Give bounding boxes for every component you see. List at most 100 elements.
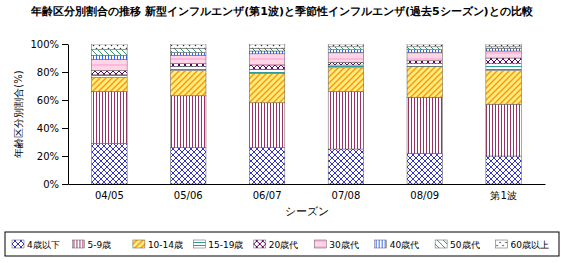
bar-segment [249, 54, 284, 65]
bar-segment [328, 92, 363, 149]
tick-mark [62, 72, 68, 73]
legend-label: 30歳代 [329, 240, 358, 250]
legend-item: 20歳代 [254, 240, 298, 250]
tick-label: 06/07 [253, 190, 282, 201]
bar-segment [328, 62, 363, 65]
bar-segment [170, 148, 205, 184]
legend-item: 5-9歳 [72, 240, 111, 250]
y-axis: 0% 20% 40% 60% 80% 100% [30, 39, 68, 190]
tick-label: 05/06 [174, 190, 203, 201]
bar-segment [407, 52, 442, 60]
bar-segment [486, 48, 521, 51]
bar-segment [249, 51, 284, 54]
bar-segment [407, 47, 442, 50]
axis-line [69, 184, 546, 185]
legend-item: 50歳代 [435, 240, 479, 250]
tick-label: 100% [30, 39, 59, 50]
bar-segment [92, 59, 127, 70]
bar-segment [170, 66, 205, 70]
bar-segment [170, 48, 205, 52]
legend-item: 15-19歳 [193, 240, 243, 250]
series [92, 48, 522, 59]
series [92, 143, 522, 184]
legend-swatch [254, 240, 266, 248]
legend-label: 60歳以上 [511, 240, 549, 250]
legend-swatch [12, 240, 24, 248]
legend-label: 10-14歳 [148, 240, 183, 250]
bar-segment [407, 50, 442, 53]
bar-segment [328, 52, 363, 62]
tick-mark [62, 44, 68, 45]
series [92, 92, 522, 156]
bar-segment [486, 104, 521, 156]
series [92, 44, 522, 50]
legend-swatch [375, 240, 387, 248]
tick-mark [62, 156, 68, 157]
bar-segment [92, 44, 127, 50]
axis-line [68, 45, 69, 185]
tick: 60% [37, 95, 68, 106]
tick-mark [62, 184, 68, 185]
tick: 20% [37, 151, 68, 162]
legend-swatch [496, 240, 508, 248]
bar-segment [92, 143, 127, 184]
y-axis-title: 年齢区分別割合(%) [13, 70, 24, 157]
legend-label: 4歳以下 [27, 240, 60, 250]
tick: 0% [43, 179, 68, 190]
tick-label: 08/09 [410, 190, 439, 201]
legend-item: 40歳代 [375, 240, 419, 250]
title: 年齢区分別割合の推移 新型インフルエンザ(第1波)と季節性インフルエンザ(過去5… [30, 5, 533, 18]
bar-segment [92, 50, 127, 56]
bar-segment [249, 65, 284, 69]
tick-label: 第1波 [490, 190, 516, 201]
chart: 年齢区分別割合の推移 新型インフルエンザ(第1波)と季節性インフルエンザ(過去5… [0, 0, 564, 263]
series [92, 64, 522, 78]
bar-segment [170, 71, 205, 96]
legend-swatch [72, 240, 84, 248]
legend-swatch [314, 240, 326, 248]
tick-label: 80% [37, 67, 59, 78]
bar-segment [407, 153, 442, 184]
bar-segment [249, 44, 284, 48]
bar-segment [92, 71, 127, 75]
bar-segment [328, 149, 363, 184]
tick: 08/09 [410, 184, 439, 201]
bar-segment [249, 73, 284, 102]
bar-segment [249, 69, 284, 73]
bar-segment [249, 48, 284, 51]
tick-label: 40% [37, 123, 59, 134]
tick: 40% [37, 123, 68, 134]
bar-segment [407, 66, 442, 97]
bar-segment [249, 103, 284, 148]
bar-segment [328, 68, 363, 92]
legend-swatch [193, 240, 205, 248]
bar-segment [486, 156, 521, 184]
bar-segment [407, 97, 442, 153]
legend-label: 40歳代 [390, 240, 419, 250]
bar-segment [328, 44, 363, 47]
legend: 4歳以下 5-9歳 10-14歳 15-19歳 20歳代 30歳代 40歳代 50歳代 60歳以… [5, 232, 559, 256]
tick-label: 07/08 [332, 190, 361, 201]
legend-swatch [133, 240, 145, 248]
legend-item: 10-14歳 [133, 240, 183, 250]
bar-segment [407, 61, 442, 64]
tick-mark [62, 100, 68, 101]
bar-segment [328, 50, 363, 53]
x-axis-title: シーズン [285, 205, 329, 218]
bars [92, 44, 522, 184]
tick: 07/08 [332, 184, 361, 201]
bar-segment [328, 47, 363, 50]
bar-segment [486, 51, 521, 58]
tick: 80% [37, 67, 68, 78]
legend-item: 4歳以下 [12, 240, 60, 250]
bar-segment [92, 78, 127, 92]
series [92, 58, 522, 75]
bar-segment [92, 55, 127, 59]
legend-item: 30歳代 [314, 240, 358, 250]
series [92, 47, 522, 55]
bar-segment [170, 64, 205, 67]
tick-label: 60% [37, 95, 59, 106]
tick: 06/07 [253, 184, 282, 201]
bar-segment [328, 65, 363, 68]
series [92, 66, 522, 104]
